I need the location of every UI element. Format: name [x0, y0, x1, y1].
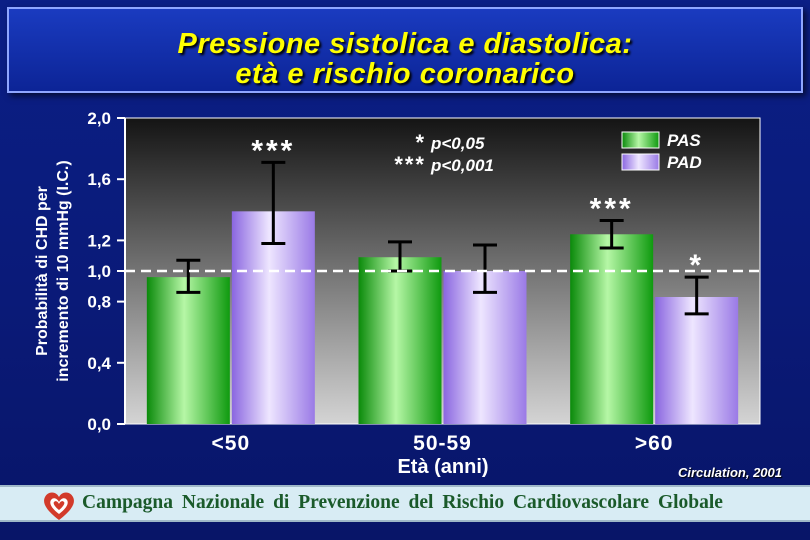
- bar-pas-1: [358, 257, 442, 424]
- slide-title-line-2: età e rischio coronarico: [235, 58, 575, 90]
- significance-marker: *: [689, 249, 704, 282]
- y-tick-label: 2,0: [87, 109, 111, 128]
- legend-label: PAS: [667, 131, 701, 150]
- y-axis-label-line: incremento di 10 mmHg (I.C.): [55, 160, 72, 381]
- bar-pad-1: [443, 271, 527, 424]
- bar-pad-0: [231, 211, 315, 424]
- annotation-text: p<0,001: [430, 156, 494, 175]
- x-category-label: >60: [635, 432, 674, 455]
- x-category-label: 50-59: [413, 432, 472, 455]
- y-tick-label: 1,6: [87, 170, 111, 189]
- significance-marker: ***: [590, 193, 634, 226]
- annotation-marker: ***: [394, 152, 426, 177]
- significance-marker: ***: [251, 134, 295, 167]
- footer-bar: [0, 485, 810, 522]
- title-banner: [7, 7, 803, 93]
- legend-swatch-pas: [621, 131, 660, 149]
- y-tick-label: 0,8: [87, 293, 111, 312]
- x-axis-label: Età (anni): [397, 456, 488, 478]
- y-tick-label: 0,0: [87, 415, 111, 434]
- heart-logo-icon: [44, 492, 74, 520]
- citation: Circulation, 2001: [677, 465, 782, 480]
- bar-pas-2: [570, 234, 654, 424]
- annotation-text: p<0,05: [430, 134, 485, 153]
- y-tick-label: 1,2: [87, 231, 111, 250]
- bar-pad-2: [655, 297, 739, 424]
- footer-text: Campagna Nazionale di Prevenzione del Ri…: [82, 492, 723, 513]
- y-tick-label: 1,0: [87, 262, 111, 281]
- annotation-marker: *: [415, 130, 426, 155]
- y-tick-label: 0,4: [87, 354, 111, 373]
- y-axis-label: Probabilità di CHD per incremento di 10 m…: [34, 160, 72, 381]
- legend-swatch-pad: [621, 153, 660, 171]
- y-axis-label-line: Probabilità di CHD per: [34, 186, 51, 356]
- legend-label: PAD: [667, 153, 702, 172]
- x-category-label: <50: [212, 432, 251, 455]
- slide-title-line-1: Pressione sistolica e diastolica:: [177, 28, 633, 60]
- bar-pas-0: [146, 277, 230, 424]
